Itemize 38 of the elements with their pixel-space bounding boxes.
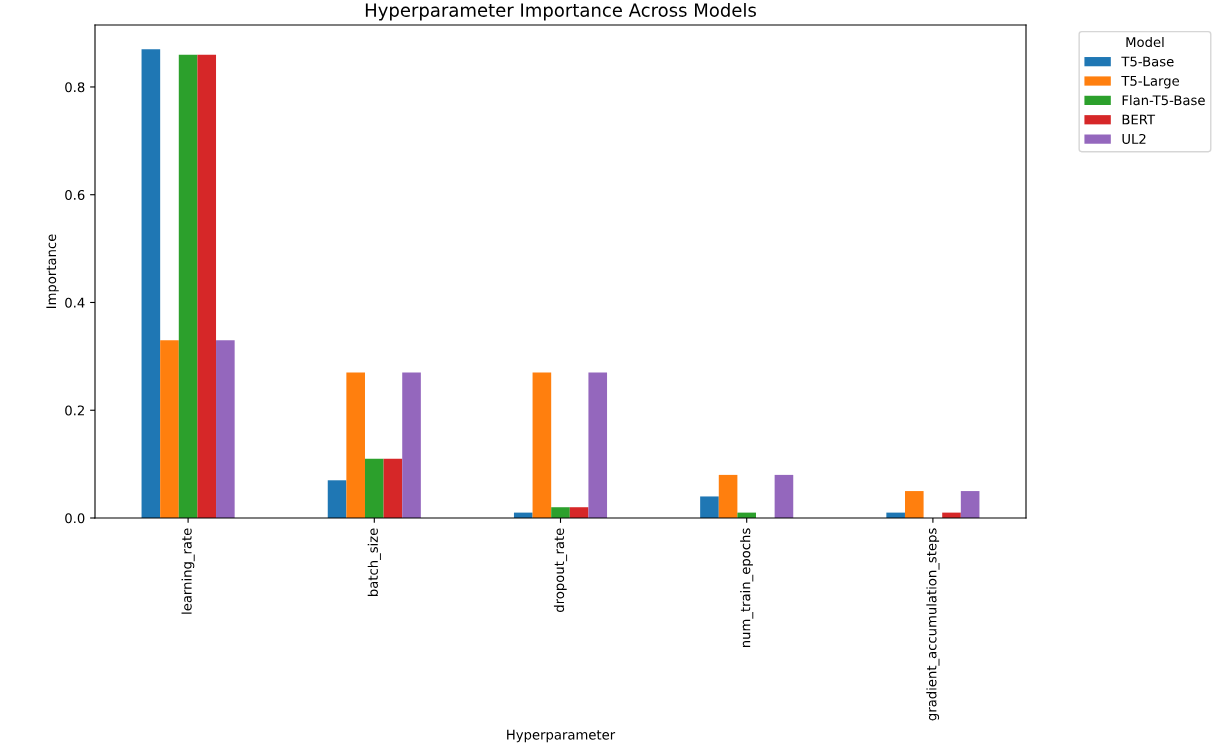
bar [904, 491, 924, 518]
bar [141, 49, 161, 518]
y-tick-label: 0.0 [65, 513, 85, 524]
bar [718, 474, 738, 518]
legend-label: T5-Large [1121, 76, 1180, 89]
bar [774, 474, 794, 518]
legend-label: T5-Base [1121, 56, 1174, 67]
bar [178, 54, 198, 518]
bar [327, 480, 347, 518]
chart-title: Hyperparameter Importance Across Models [365, 2, 756, 21]
x-tick-label: gradient_accumulation_steps [926, 528, 940, 721]
legend-title: Model [1126, 36, 1164, 48]
bar [216, 340, 235, 518]
legend-label: UL2 [1122, 133, 1146, 144]
x-tick-label: dropout_rate [553, 528, 568, 612]
x-axis-title: Hyperparameter [507, 729, 616, 743]
legend-label: Flan-T5-Base [1122, 94, 1205, 106]
y-tick-label: 0.4 [65, 297, 85, 308]
bar [383, 458, 403, 518]
bar [588, 372, 608, 518]
x-tick-label: num_train_epochs [740, 528, 754, 648]
y-axis-title: Importance [46, 234, 59, 309]
y-tick-label: 0.8 [65, 82, 85, 93]
y-tick-label: 0.2 [65, 405, 84, 416]
bar [551, 507, 570, 518]
x-tick-label: learning_rate [181, 528, 195, 614]
bar [160, 340, 179, 518]
bar [700, 496, 719, 518]
bar [197, 54, 217, 518]
y-tick-label: 0.6 [65, 189, 85, 200]
bar [346, 372, 365, 518]
bar [364, 458, 384, 518]
bar [532, 372, 552, 518]
bar [960, 491, 980, 518]
x-tick-label: batch_size [367, 528, 381, 596]
bar [569, 507, 589, 518]
bar [402, 372, 421, 518]
legend-label: BERT [1122, 114, 1156, 125]
